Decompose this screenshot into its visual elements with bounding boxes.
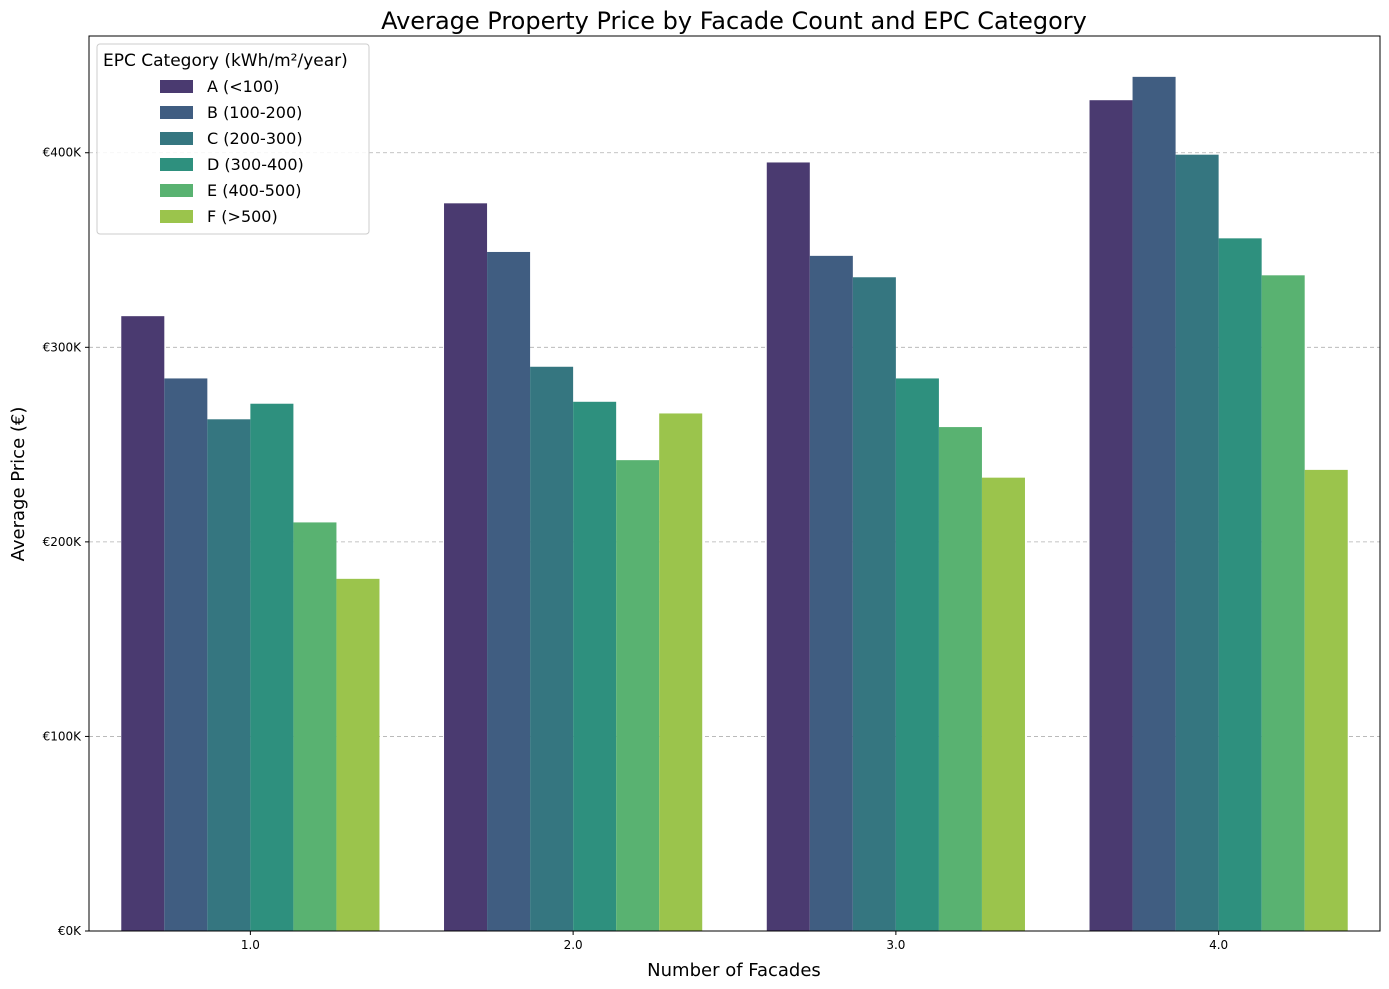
- bar: [250, 403, 294, 931]
- legend-label: F (>500): [207, 207, 278, 226]
- legend-label: B (100-200): [207, 103, 302, 122]
- y-tick-label: €400K: [43, 146, 83, 160]
- y-tick-label: €200K: [43, 535, 83, 549]
- bar: [121, 316, 165, 931]
- bar: [616, 460, 660, 931]
- bar: [444, 203, 488, 932]
- x-tick-label: 1.0: [241, 938, 260, 952]
- bar: [981, 477, 1025, 931]
- axes: €0K €100K €200K €300K €400K 1.0 2.0 3.0 4.0: [43, 35, 1381, 952]
- bar: [1089, 100, 1133, 931]
- bar: [766, 162, 810, 931]
- bar: [164, 378, 208, 931]
- legend-title: EPC Category (kWh/m²/year): [103, 51, 348, 71]
- bar: [852, 277, 896, 931]
- bar: [1261, 275, 1305, 932]
- legend-label: E (400-500): [207, 181, 302, 200]
- chart-title: Average Property Price by Facade Count a…: [381, 7, 1087, 35]
- legend-swatch: [160, 80, 193, 93]
- bar: [1175, 154, 1219, 931]
- bar: [293, 522, 337, 931]
- y-tick-label: €100K: [43, 729, 83, 743]
- plot-frame: [88, 35, 1381, 932]
- bar: [809, 255, 853, 931]
- x-tick-label: 3.0: [886, 938, 905, 952]
- legend-label: C (200-300): [207, 129, 303, 148]
- bar: [1218, 238, 1262, 931]
- legend-swatch: [160, 132, 193, 145]
- legend: EPC Category (kWh/m²/year) A (<100) B (100…: [96, 43, 370, 235]
- bars: [121, 76, 1348, 932]
- bar: [895, 378, 939, 931]
- bar: [1132, 76, 1176, 931]
- legend-swatch: [160, 158, 193, 171]
- bar: [207, 419, 251, 931]
- bar: [487, 251, 531, 931]
- legend-swatch: [160, 210, 193, 223]
- bar: [938, 427, 982, 931]
- bar: [1304, 469, 1348, 931]
- bar: [336, 578, 380, 931]
- legend-label: D (300-400): [207, 155, 304, 174]
- bar: [573, 401, 617, 932]
- y-axis-title: Average Price (€): [8, 407, 29, 562]
- y-tick-label: €0K: [58, 924, 82, 938]
- gridlines: [89, 152, 1380, 737]
- legend-label: A (<100): [207, 77, 279, 96]
- bar: [530, 366, 574, 931]
- x-tick-label: 4.0: [1209, 938, 1228, 952]
- bar: [659, 413, 703, 931]
- y-tick-label: €300K: [43, 340, 83, 354]
- x-tick-label: 2.0: [564, 938, 583, 952]
- legend-swatch: [160, 106, 193, 119]
- legend-swatch: [160, 184, 193, 197]
- x-axis-title: Number of Facades: [647, 960, 821, 981]
